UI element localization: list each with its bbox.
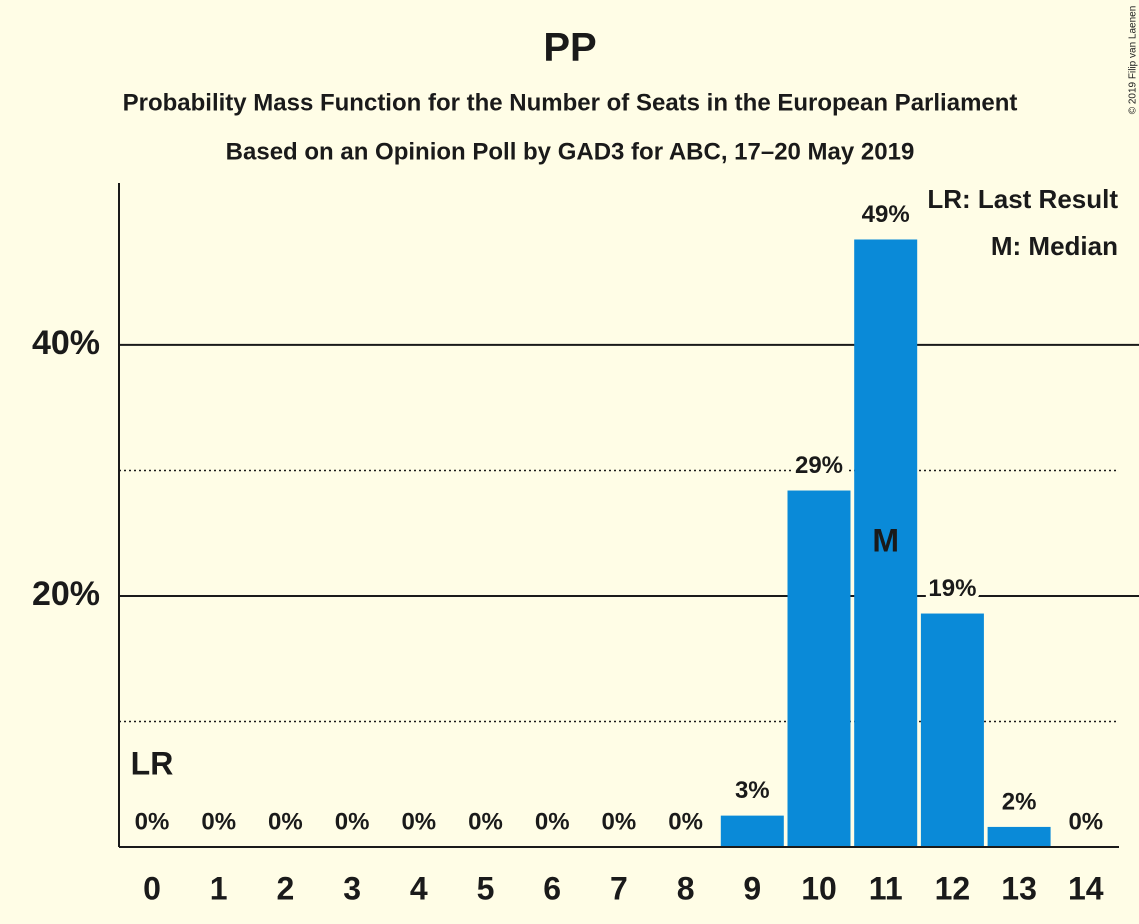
x-tick-label: 14 xyxy=(1068,870,1104,906)
value-label: 0% xyxy=(668,808,703,835)
bar xyxy=(987,826,1051,847)
x-tick-label: 0 xyxy=(143,870,161,906)
x-tick-label: 5 xyxy=(477,870,495,906)
credit: © 2019 Filip van Laenen xyxy=(1128,6,1139,115)
value-label: 49% xyxy=(862,201,910,228)
chart-subtitle: Based on an Opinion Poll by GAD3 for ABC… xyxy=(226,138,915,165)
value-label: 0% xyxy=(201,808,236,835)
value-label: 0% xyxy=(468,808,503,835)
value-label: 0% xyxy=(602,808,637,835)
value-label: 2% xyxy=(1002,788,1037,815)
y-tick-label: 40% xyxy=(32,324,100,362)
bar xyxy=(920,613,984,847)
value-label: 0% xyxy=(135,808,170,835)
bar xyxy=(720,815,784,847)
value-label: 0% xyxy=(401,808,436,835)
annotation: M xyxy=(872,523,899,559)
x-tick-label: 12 xyxy=(935,870,971,906)
x-tick-label: 6 xyxy=(543,870,561,906)
value-label: 19% xyxy=(928,575,976,602)
x-tick-label: 8 xyxy=(677,870,695,906)
y-tick-label: 20% xyxy=(32,575,100,613)
value-label: 0% xyxy=(535,808,570,835)
x-tick-label: 9 xyxy=(743,870,761,906)
x-tick-label: 4 xyxy=(410,870,428,906)
x-tick-label: 11 xyxy=(869,870,903,906)
value-label: 0% xyxy=(268,808,303,835)
value-label: 0% xyxy=(1068,808,1103,835)
legend-entry: M: Median xyxy=(991,231,1118,261)
chart-title: PP xyxy=(543,26,596,70)
value-label: 29% xyxy=(795,452,843,479)
x-tick-label: 10 xyxy=(801,870,837,906)
x-tick-label: 1 xyxy=(210,870,228,906)
annotation: LR xyxy=(131,745,174,781)
x-tick-label: 2 xyxy=(277,870,295,906)
bar xyxy=(787,490,851,847)
value-label: 3% xyxy=(735,777,770,804)
legend-entry: LR: Last Result xyxy=(927,184,1118,214)
x-tick-label: 13 xyxy=(1001,870,1037,906)
value-label: 0% xyxy=(335,808,370,835)
x-tick-label: 7 xyxy=(610,870,628,906)
chart-subtitle: Probability Mass Function for the Number… xyxy=(123,89,1018,116)
bar xyxy=(854,239,918,847)
x-tick-label: 3 xyxy=(343,870,361,906)
